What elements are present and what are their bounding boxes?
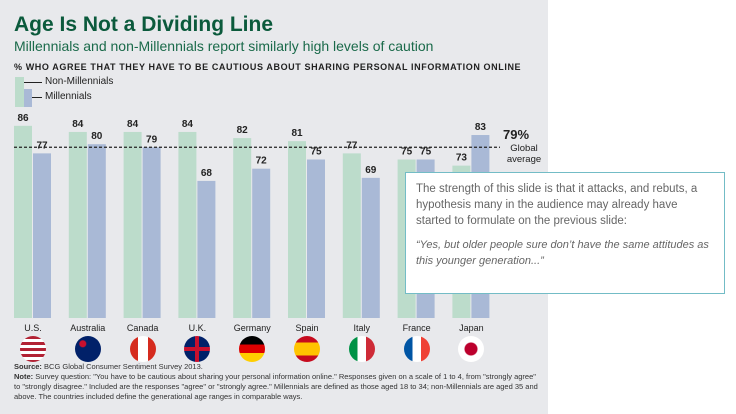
flag-france-icon: [403, 336, 430, 362]
average-value: 79%: [503, 127, 530, 142]
bar-non-millennials: [178, 131, 197, 318]
bar-millennials: [307, 159, 325, 318]
category-label: U.K.: [189, 323, 207, 333]
flag-germany-icon: [239, 336, 266, 362]
data-label: 82: [237, 125, 249, 136]
data-label: 79: [146, 134, 158, 145]
bar-millennials: [33, 153, 51, 318]
bar-non-millennials: [233, 138, 252, 318]
category-label: Australia: [70, 323, 105, 333]
flag-japan-icon: [458, 336, 485, 362]
bar-millennials: [142, 147, 161, 318]
legend-line: [24, 82, 42, 83]
data-label: 73: [456, 153, 468, 164]
data-label: 83: [475, 122, 487, 133]
data-label: 77: [346, 140, 358, 151]
flag-us-icon: [20, 336, 46, 362]
bar-millennials: [252, 168, 271, 318]
data-label: 84: [182, 119, 194, 130]
category-label: Italy: [354, 323, 371, 333]
data-label: 84: [127, 119, 139, 130]
average-label: Global average: [506, 143, 542, 165]
bar-non-millennials: [123, 131, 142, 318]
callout-box: The strength of this slide is that it at…: [405, 172, 725, 294]
bar-non-millennials: [288, 141, 306, 318]
flag-uk-icon: [184, 336, 211, 362]
data-label: 80: [91, 131, 103, 142]
data-label: 75: [420, 147, 432, 158]
chart-title: % WHO AGREE THAT THEY HAVE TO BE CAUTIOU…: [14, 62, 522, 72]
data-label: 75: [401, 147, 413, 158]
data-label: 69: [365, 165, 377, 176]
data-label: 77: [36, 140, 48, 151]
bar-millennials: [361, 177, 380, 318]
legend-line: [32, 97, 42, 98]
category-label: Spain: [295, 323, 318, 333]
bar-non-millennials: [14, 125, 32, 318]
bar-millennials: [87, 144, 106, 318]
data-label: 81: [291, 128, 303, 139]
bar-non-millennials: [342, 153, 361, 318]
note-text: Survey question: "You have to be cautiou…: [14, 372, 538, 401]
data-label: 86: [17, 113, 29, 124]
legend-millennials: Millennials: [45, 91, 92, 102]
callout-text: The strength of this slide is that it at…: [416, 183, 698, 227]
category-label: France: [403, 323, 431, 333]
flag-australia-icon: [74, 336, 101, 362]
legend-swatch-millennials: [24, 89, 32, 107]
category-label: Germany: [234, 323, 272, 333]
data-label: 68: [201, 168, 213, 179]
data-label: 75: [310, 147, 322, 158]
legend-swatch-non-millennials: [15, 77, 24, 107]
footnote: Source: BCG Global Consumer Sentiment Su…: [14, 362, 544, 402]
subtitle: Millennials and non-Millennials report s…: [14, 38, 434, 54]
category-label: U.S.: [24, 323, 42, 333]
category-label: Canada: [127, 323, 159, 333]
category-label: Japan: [459, 323, 484, 333]
page-title: Age Is Not a Dividing Line: [14, 13, 274, 36]
flag-canada-icon: [129, 336, 156, 362]
bar-millennials: [197, 180, 216, 318]
data-label: 84: [72, 119, 84, 130]
callout-quote: “Yes, but older people sure don’t have t…: [416, 239, 709, 267]
source-label: Source:: [14, 362, 42, 371]
data-label: 72: [256, 156, 268, 167]
flag-italy-icon: [348, 336, 375, 362]
source-text: BCG Global Consumer Sentiment Survey 201…: [44, 362, 203, 371]
bar-non-millennials: [68, 131, 87, 318]
note-label: Note:: [14, 372, 34, 381]
flag-spain-icon: [294, 336, 320, 362]
legend-non-millennials: Non-Millennials: [45, 76, 114, 87]
